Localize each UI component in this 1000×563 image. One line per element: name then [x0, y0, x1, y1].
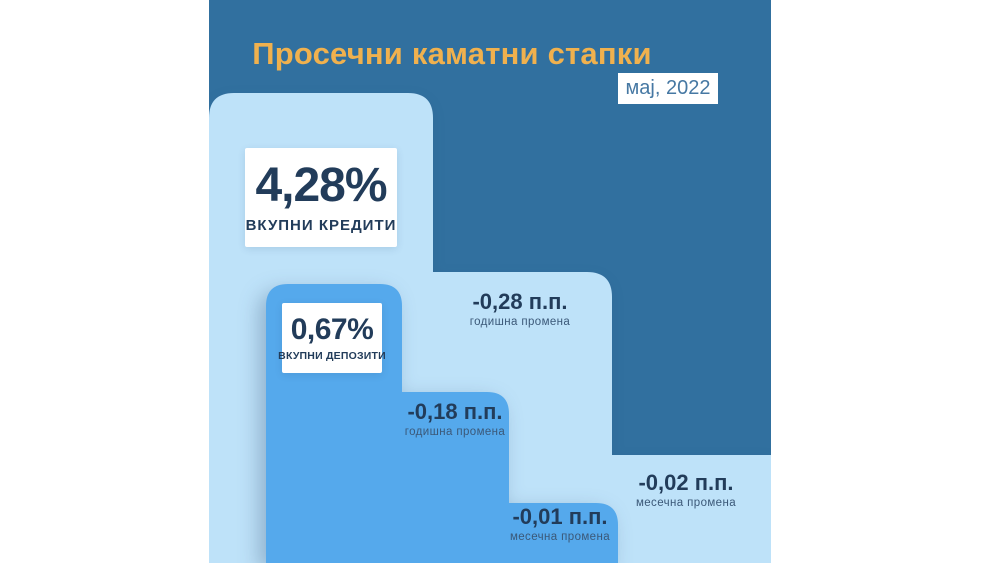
- deposits-rate-value: 0,67%: [290, 312, 374, 346]
- deposits-annual-change-label: годишна промена: [404, 426, 506, 439]
- loans-monthly-change: -0,02 п.п. месечна промена: [591, 470, 781, 510]
- loans-annual-change-label: годишна промена: [469, 316, 571, 329]
- loans-annual-change-value: -0,28 п.п.: [472, 289, 568, 314]
- loans-annual-change: -0,28 п.п. годишна промена: [425, 289, 615, 329]
- loans-rate-value: 4,28%: [255, 158, 387, 212]
- page-title: Просечни каматни стапки: [252, 36, 652, 71]
- deposits-value-card: 0,67% ВКУПНИ ДЕПОЗИТИ: [278, 303, 386, 373]
- deposits-monthly-change: -0,01 п.п. месечна промена: [465, 504, 655, 544]
- loans-value-card: 4,28% ВКУПНИ КРЕДИТИ: [245, 148, 397, 247]
- loans-rate-label: ВКУПНИ КРЕДИТИ: [245, 216, 397, 234]
- deposits-rate-label: ВКУПНИ ДЕПОЗИТИ: [278, 349, 386, 362]
- date-badge: мај, 2022: [618, 73, 718, 104]
- deposits-annual-change-value: -0,18 п.п.: [407, 399, 503, 424]
- deposits-annual-change: -0,18 п.п. годишна промена: [360, 399, 550, 439]
- poster-background: Просечни каматни стапки мај, 2022 4,28% …: [209, 0, 771, 563]
- deposits-monthly-change-label: месечна промена: [509, 531, 611, 544]
- loans-monthly-change-value: -0,02 п.п.: [638, 470, 734, 495]
- deposits-monthly-change-value: -0,01 п.п.: [512, 504, 608, 529]
- loans-monthly-change-label: месечна промена: [635, 497, 737, 510]
